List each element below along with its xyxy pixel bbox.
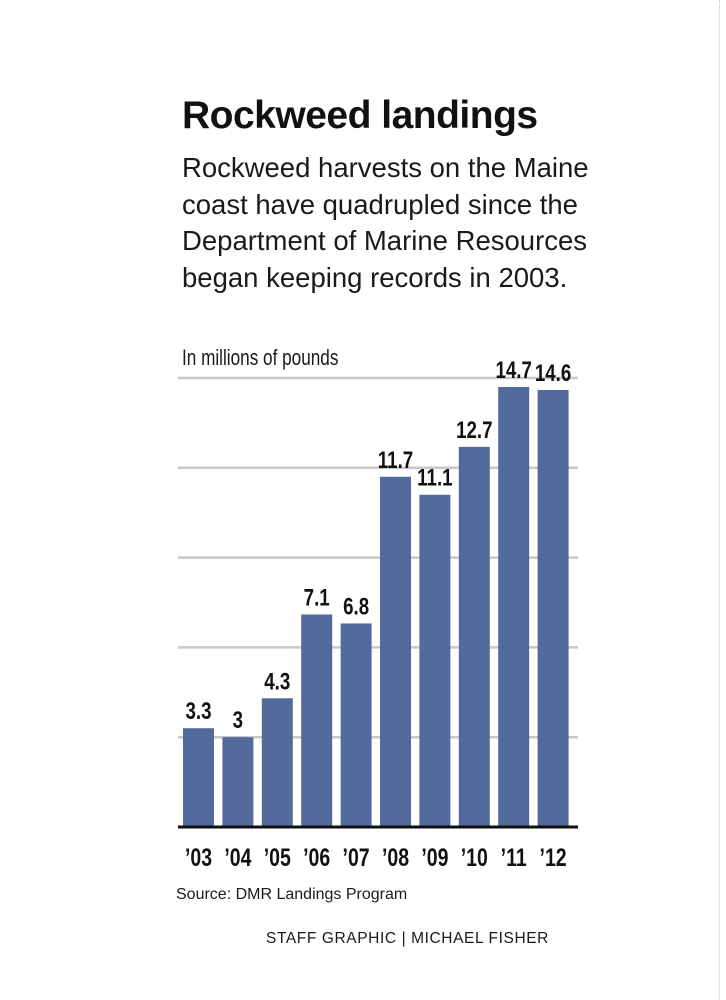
bar xyxy=(498,386,530,827)
x-tick-label: ’06 xyxy=(303,844,330,872)
bar-value-label: 12.7 xyxy=(456,417,492,444)
bar-value-label: 14.6 xyxy=(535,360,571,387)
x-tick-labels: ’03 ’04 ’05 ’06 ’07 ’08 ’09 ’10 ’11 ’12 xyxy=(185,844,567,872)
bar-value-label: 3.3 xyxy=(185,698,211,725)
bar xyxy=(261,698,293,827)
page-edge-divider xyxy=(719,0,720,1000)
bar-value-label: 11.7 xyxy=(378,447,413,474)
x-tick-label: ’11 xyxy=(501,844,527,872)
x-tick-label: ’05 xyxy=(264,844,291,872)
bar xyxy=(340,623,372,827)
bars xyxy=(183,386,569,827)
bar xyxy=(183,728,214,827)
source-note: Source: DMR Landings Program xyxy=(176,886,408,903)
bar xyxy=(458,446,490,827)
bar-value-label: 14.7 xyxy=(495,357,531,384)
bar xyxy=(419,494,451,827)
x-tick-label: ’03 xyxy=(185,844,212,872)
x-tick-label: ’12 xyxy=(540,844,567,872)
chart-subtitle: Rockweed harvests on the Maine coast hav… xyxy=(182,152,589,293)
x-tick-label: ’07 xyxy=(343,844,370,872)
value-labels: 3.3 3 4.3 7.1 6.8 11.711.112.7 14.7 14.6 xyxy=(185,357,571,734)
bar-value-label: 11.1 xyxy=(417,465,452,492)
x-tick-label: ’04 xyxy=(224,844,252,872)
bar-value-label: 3 xyxy=(233,707,243,734)
chart-title: Rockweed landings xyxy=(182,94,538,137)
bar xyxy=(537,389,569,827)
y-axis-unit-label: In millions of pounds xyxy=(182,345,339,370)
bar-value-label: 6.8 xyxy=(343,593,369,620)
x-tick-label: ’10 xyxy=(461,844,488,872)
bar xyxy=(301,614,333,827)
bar xyxy=(380,476,411,827)
bar-value-label: 7.1 xyxy=(304,584,330,611)
bar-value-label: 4.3 xyxy=(264,668,290,695)
x-tick-label: ’08 xyxy=(382,844,409,872)
x-tick-label: ’09 xyxy=(421,844,448,872)
bar xyxy=(222,737,254,827)
staff-credit: STAFF GRAPHIC | MICHAEL FISHER xyxy=(266,930,549,947)
